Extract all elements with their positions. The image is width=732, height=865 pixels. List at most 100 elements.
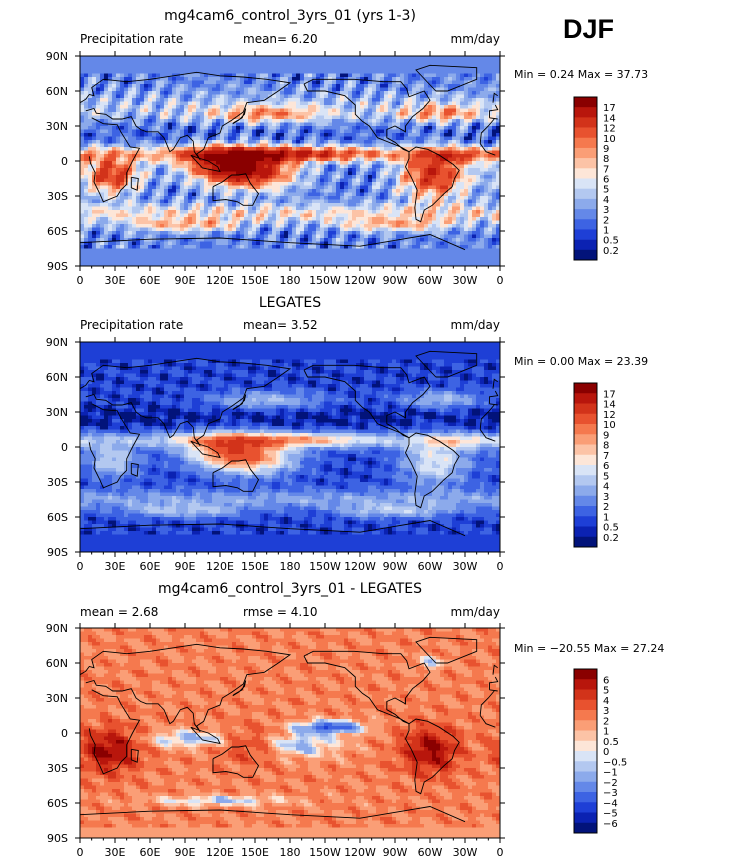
heatmap-cell <box>496 59 501 64</box>
heatmap-cell <box>404 73 409 78</box>
heatmap-cell <box>112 63 117 67</box>
heatmap-cell <box>388 94 393 99</box>
heatmap-cell <box>344 164 349 169</box>
heatmap-cell <box>448 66 453 71</box>
heatmap-cell <box>444 94 449 99</box>
heatmap-cell <box>384 199 389 204</box>
heatmap-cell <box>304 206 309 211</box>
heatmap-cell <box>484 192 489 197</box>
heatmap-cell <box>472 56 477 60</box>
heatmap-cell <box>364 101 369 106</box>
heatmap-cell <box>344 171 349 176</box>
heatmap-cell <box>336 210 341 214</box>
heatmap-cell <box>140 129 145 134</box>
heatmap-cell <box>224 157 229 162</box>
heatmap-cell <box>284 56 289 60</box>
heatmap-cell <box>256 210 261 214</box>
heatmap-cell <box>464 203 469 207</box>
heatmap-cell <box>480 150 485 155</box>
heatmap-cell <box>192 70 197 74</box>
heatmap-cell <box>284 98 289 102</box>
heatmap-cell <box>228 105 233 109</box>
heatmap-cell <box>184 140 189 144</box>
heatmap-cell <box>148 63 153 67</box>
heatmap-cell <box>160 84 165 88</box>
heatmap-cell <box>312 129 317 134</box>
heatmap-cell <box>316 87 321 92</box>
heatmap-cell <box>488 80 493 85</box>
heatmap-cell <box>324 210 329 214</box>
heatmap-cell <box>208 87 213 92</box>
heatmap-cell <box>272 175 277 179</box>
heatmap-cell <box>300 133 305 137</box>
heatmap-cell <box>348 122 353 127</box>
heatmap-cell <box>100 171 105 176</box>
heatmap-cell <box>356 70 361 74</box>
heatmap-cell <box>384 136 389 141</box>
heatmap-cell <box>420 168 425 172</box>
heatmap-cell <box>164 206 169 211</box>
heatmap-cell <box>452 182 457 186</box>
heatmap-cell <box>296 171 301 176</box>
heatmap-cell <box>184 133 189 137</box>
heatmap-cell <box>148 59 153 64</box>
heatmap-cell <box>416 161 421 165</box>
heatmap-cell <box>96 199 101 204</box>
heatmap-cell <box>320 185 325 190</box>
heatmap-cell <box>400 136 405 141</box>
heatmap-cell <box>300 73 305 78</box>
heatmap-cell <box>96 171 101 176</box>
heatmap-cell <box>164 143 169 148</box>
heatmap-cell <box>108 217 113 221</box>
heatmap-cell <box>108 210 113 214</box>
heatmap-cell <box>320 164 325 169</box>
heatmap-cell <box>448 80 453 85</box>
heatmap-cell <box>116 136 121 141</box>
heatmap-cell <box>456 189 461 193</box>
heatmap-cell <box>456 59 461 64</box>
heatmap-cell <box>408 119 413 123</box>
heatmap-cell <box>172 84 177 88</box>
heatmap-cell <box>256 122 261 127</box>
heatmap-cell <box>224 122 229 127</box>
heatmap-cell <box>120 84 125 88</box>
heatmap-cell <box>120 119 125 123</box>
heatmap-cell <box>244 66 249 71</box>
heatmap-cell <box>244 210 249 214</box>
heatmap-cell <box>364 154 369 158</box>
heatmap-cell <box>348 150 353 155</box>
heatmap-cell <box>248 80 253 85</box>
heatmap-cell <box>312 136 317 141</box>
heatmap-cell <box>124 133 129 137</box>
heatmap-cell <box>192 56 197 60</box>
heatmap-cell <box>320 98 325 102</box>
heatmap-cell <box>132 94 137 99</box>
heatmap-cell <box>176 112 181 116</box>
heatmap-cell <box>128 119 133 123</box>
heatmap-cell <box>296 119 301 123</box>
heatmap-cell <box>148 84 153 88</box>
heatmap-cell <box>132 140 137 144</box>
heatmap-cell <box>492 140 497 144</box>
heatmap-cell <box>464 73 469 78</box>
heatmap-cell <box>492 154 497 158</box>
heatmap-cell <box>236 206 241 211</box>
heatmap-cell <box>292 154 297 158</box>
heatmap-cell <box>380 63 385 67</box>
heatmap-cell <box>396 206 401 211</box>
heatmap-cell <box>476 182 481 186</box>
heatmap-cell <box>396 178 401 183</box>
heatmap-cell <box>352 175 357 179</box>
heatmap-cell <box>160 129 165 134</box>
heatmap-cell <box>260 122 265 127</box>
heatmap-cell <box>164 220 169 225</box>
heatmap-cell <box>352 189 357 193</box>
heatmap-cell <box>304 98 309 102</box>
heatmap-cell <box>444 105 449 109</box>
heatmap-cell <box>304 203 309 207</box>
heatmap-cell <box>296 213 301 218</box>
heatmap-cell <box>368 91 373 95</box>
heatmap-cell <box>236 63 241 67</box>
heatmap-cell <box>84 115 89 120</box>
heatmap-cell <box>168 185 173 190</box>
